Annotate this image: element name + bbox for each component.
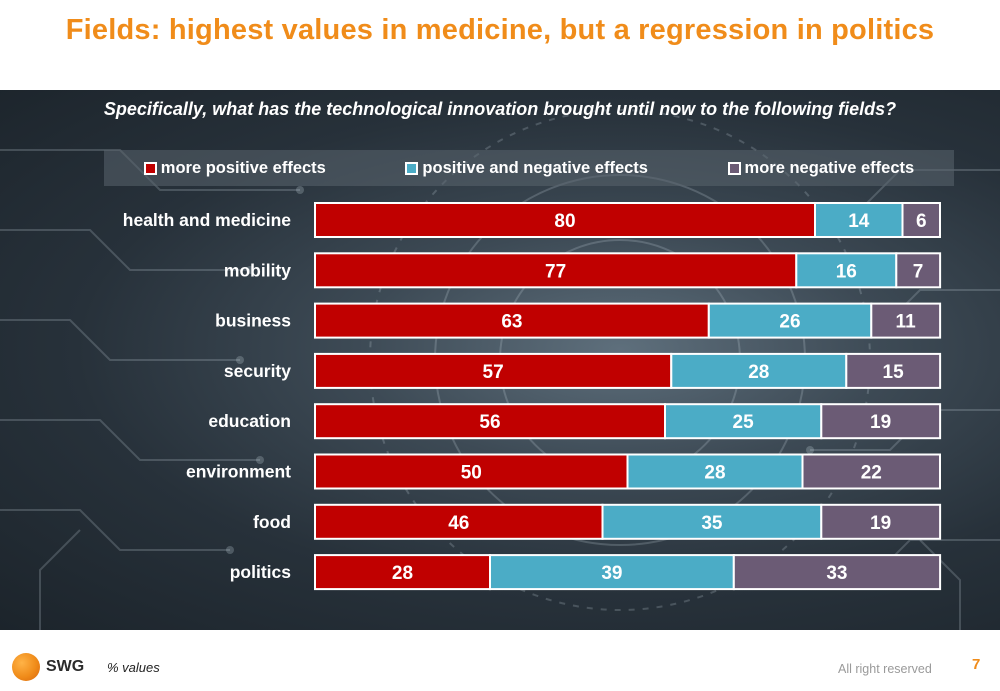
page-number: 7 <box>972 656 981 673</box>
swg-logo-icon <box>12 653 40 681</box>
legend-item-negative: more negative effects <box>727 158 915 178</box>
bar-security-negative <box>845 352 942 389</box>
swg-logo: SWG <box>12 653 84 681</box>
category-label-mobility: mobility <box>224 260 291 280</box>
bar-education-positive <box>314 403 666 440</box>
data-label-security-negative: 15 <box>883 362 905 383</box>
data-label-business-positive: 63 <box>501 312 522 333</box>
bar-food-negative <box>820 503 942 540</box>
data-label-mobility-negative: 7 <box>913 261 924 282</box>
page-title: Fields: highest values in medicine, but … <box>65 14 935 46</box>
bar-food-positive <box>314 503 604 540</box>
data-label-politics-negative: 33 <box>826 563 847 584</box>
bar-business-mixed <box>707 302 873 339</box>
category-label-business: business <box>215 311 291 331</box>
category-label-security: security <box>224 361 291 381</box>
data-label-business-mixed: 26 <box>779 312 800 333</box>
data-label-business-negative: 11 <box>896 312 917 333</box>
data-label-environment-positive: 50 <box>461 463 482 484</box>
category-label-health-and-medicine: health and medicine <box>123 210 291 230</box>
data-label-education-positive: 56 <box>479 412 500 433</box>
bar-environment-mixed <box>626 453 804 490</box>
bar-politics-positive <box>314 554 491 591</box>
bar-security-positive <box>314 352 673 389</box>
data-label-politics-mixed: 39 <box>601 563 622 584</box>
data-label-environment-negative: 22 <box>861 463 882 484</box>
category-label-environment: environment <box>186 462 291 482</box>
bar-education-mixed <box>664 403 823 440</box>
data-label-education-negative: 19 <box>870 412 891 433</box>
bar-politics-negative <box>732 554 942 591</box>
legend-item-positive: more positive effects <box>143 158 326 178</box>
legend-swatch-negative <box>727 161 741 175</box>
data-label-security-positive: 57 <box>483 362 504 383</box>
bar-security-mixed <box>670 352 848 389</box>
swg-logo-text: SWG <box>46 658 85 675</box>
legend-swatch-mixed <box>405 161 419 175</box>
legend-item-mixed: positive and negative effects <box>405 159 648 178</box>
data-label-food-mixed: 35 <box>701 513 723 534</box>
legend-label-positive: more positive effects <box>160 158 326 177</box>
data-label-environment-mixed: 28 <box>704 463 725 484</box>
data-label-security-mixed: 28 <box>748 362 769 383</box>
bar-mobility-mixed <box>795 252 898 289</box>
legend-swatch-positive <box>143 161 157 175</box>
chart-legend: more positive effects positive and negat… <box>104 150 954 186</box>
legend-label-negative: more negative effects <box>744 158 915 177</box>
survey-question: Specifically, what has the technological… <box>103 99 897 119</box>
bar-education-negative <box>820 403 942 440</box>
bar-environment-negative <box>801 453 941 490</box>
bar-health-and-medicine-mixed <box>814 202 904 238</box>
data-label-food-positive: 46 <box>448 513 469 534</box>
data-label-mobility-positive: 77 <box>545 261 566 282</box>
bar-mobility-negative <box>895 252 942 289</box>
values-note: % values <box>107 660 160 675</box>
bar-politics-mixed <box>489 554 735 591</box>
category-label-food: food <box>253 512 291 532</box>
data-label-food-negative: 19 <box>870 513 891 534</box>
data-label-health-and-medicine-positive: 80 <box>554 211 575 232</box>
data-label-education-mixed: 25 <box>733 412 755 433</box>
data-label-health-and-medicine-negative: 6 <box>916 211 927 232</box>
bar-health-and-medicine-negative <box>901 202 941 238</box>
category-label-education: education <box>208 411 291 431</box>
bar-business-negative <box>870 302 942 339</box>
category-label-politics: politics <box>230 562 292 582</box>
data-label-politics-positive: 28 <box>392 563 413 584</box>
data-label-mobility-mixed: 16 <box>836 261 857 282</box>
legend-label-mixed: positive and negative effects <box>422 158 648 177</box>
rights-notice: All right reserved <box>838 662 932 676</box>
data-label-health-and-medicine-mixed: 14 <box>848 211 870 232</box>
